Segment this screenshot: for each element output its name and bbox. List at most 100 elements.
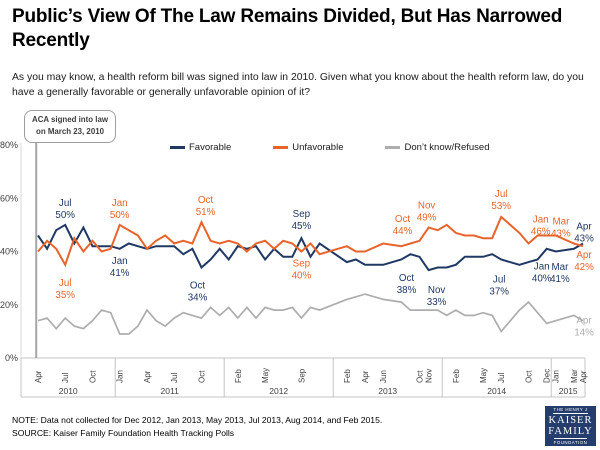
y-tick-label: 80% [0,140,18,150]
survey-question: As you may know, a health reform bill wa… [12,72,584,98]
y-tick-label: 60% [0,193,18,203]
x-tick-label: Mar [570,369,579,383]
x-tick-label: May [479,368,488,383]
data-label-value: 34% [188,293,208,304]
favorable-line-swatch [170,146,185,149]
x-tick-label: May [261,368,270,383]
logo-kaiser-text: KAISER [548,414,593,426]
data-label-value: 50% [55,210,75,221]
data-label-month: Oct [198,195,214,206]
legend-label-favorable: Favorable [189,142,232,153]
legend-item-favorable: Favorable [170,142,231,153]
legend-item-dontknow: Don’t know/Refused [385,142,490,153]
data-label-month: Jul [59,278,72,289]
data-label-month: Apr [576,316,592,327]
data-label-month: Nov [428,285,446,296]
data-label-month: Jul [59,198,72,209]
data-label-month: Oct [395,214,411,225]
note-source-block: NOTE: Data not collected for Dec 2012, J… [12,414,382,440]
chart-legend: Favorable Unfavorable Don’t know/Refused [170,142,490,153]
x-tick-label: Jun [379,370,388,383]
data-label-value: 40% [532,274,552,285]
data-label-value: 41% [110,268,130,279]
kff-logo: THE HENRY J KAISER FAMILY FOUNDATION [545,406,596,446]
page-title: Public’s View Of The Law Remains Divided… [12,6,563,51]
data-label-value: 50% [110,210,130,221]
favorable-line [37,223,584,272]
logo-family-text: FAMILY [548,426,593,437]
x-tick-label: Apr [361,370,370,383]
data-label-month: Jan [112,256,128,267]
data-label-value: 33% [427,297,447,308]
data-label-month: Jan [534,262,550,273]
callout-line2: on March 23, 2010 [36,127,104,137]
data-label-month: Sep [293,259,311,270]
data-label-value: 44% [393,226,413,237]
data-label-value: 53% [491,201,511,212]
x-tick-label: Feb [234,369,243,383]
x-tick-label: Oct [416,370,425,383]
unfavorable-line-swatch [273,146,289,149]
data-label-month: Jan [533,215,549,226]
x-tick-label: Nov [425,369,434,383]
data-label-month: Nov [418,201,436,212]
x-tick-label: Jul [61,373,70,383]
dontknow-line-swatch [385,146,401,149]
x-tick-label: Dec [543,369,552,383]
data-label-value: 43% [574,234,594,245]
dontknow-line [37,293,584,335]
year-label: 2014 [487,386,506,396]
x-tick-label: Oct [525,370,534,383]
data-label-month: Mar [552,217,570,228]
data-label-value: 38% [397,285,417,296]
data-label-value: 43% [551,229,571,240]
x-tick-label: Jul [497,373,506,383]
callout-line1: ACA signed into law [32,115,108,124]
logo-top-text: THE HENRY J [553,406,588,414]
source-text: SOURCE: Kaiser Family Foundation Health … [12,427,235,438]
data-label-value: 45% [292,221,312,232]
aca-signed-callout: ACA signed into law on March 23, 2010 [24,110,116,143]
x-tick-label: Apr [143,370,152,383]
data-label-month: Jan [112,198,128,209]
legend-label-unfavorable: Unfavorable [292,142,344,153]
x-tick-label: Apr [579,370,588,383]
logo-foundation-text: FOUNDATION [553,438,588,446]
data-label-month: Sep [293,209,311,220]
data-label-month: Mar [551,262,569,273]
data-label-month: Jul [493,275,506,286]
year-label: 2013 [378,386,397,396]
legend-label-dontknow: Don’t know/Refused [404,142,490,153]
x-tick-label: Oct [89,370,98,383]
year-label: 2012 [269,386,288,396]
data-label-month: Jul [495,189,508,200]
data-label-value: 51% [196,207,216,218]
year-label: 2010 [59,386,78,396]
data-label-month: Apr [576,250,592,261]
data-label-month: Oct [399,273,415,284]
data-label-value: 41% [550,274,570,285]
x-tick-label: Jul [170,373,179,383]
data-label-value: 40% [292,271,312,282]
x-tick-label: Feb [452,369,461,383]
data-label-value: 14% [574,328,594,339]
data-label-value: 49% [417,213,437,224]
year-label: 2015 [559,386,578,396]
x-tick-label: Jan [552,370,561,383]
x-tick-label: Apr [34,370,43,383]
x-tick-label: Sep [297,368,306,383]
unfavorable-line [37,215,584,268]
data-label-month: Oct [190,281,206,292]
year-label: 2011 [161,386,180,396]
x-tick-label: Feb [343,369,352,383]
x-tick-label: Oct [198,370,207,383]
data-label-month: Apr [576,222,592,233]
y-tick-label: 0% [5,353,18,363]
data-label-value: 35% [55,290,75,301]
y-tick-label: 40% [0,247,18,257]
x-tick-label: Jan [116,370,125,383]
note-text: NOTE: Data not collected for Dec 2012, J… [12,415,383,425]
data-label-value: 42% [574,262,594,273]
